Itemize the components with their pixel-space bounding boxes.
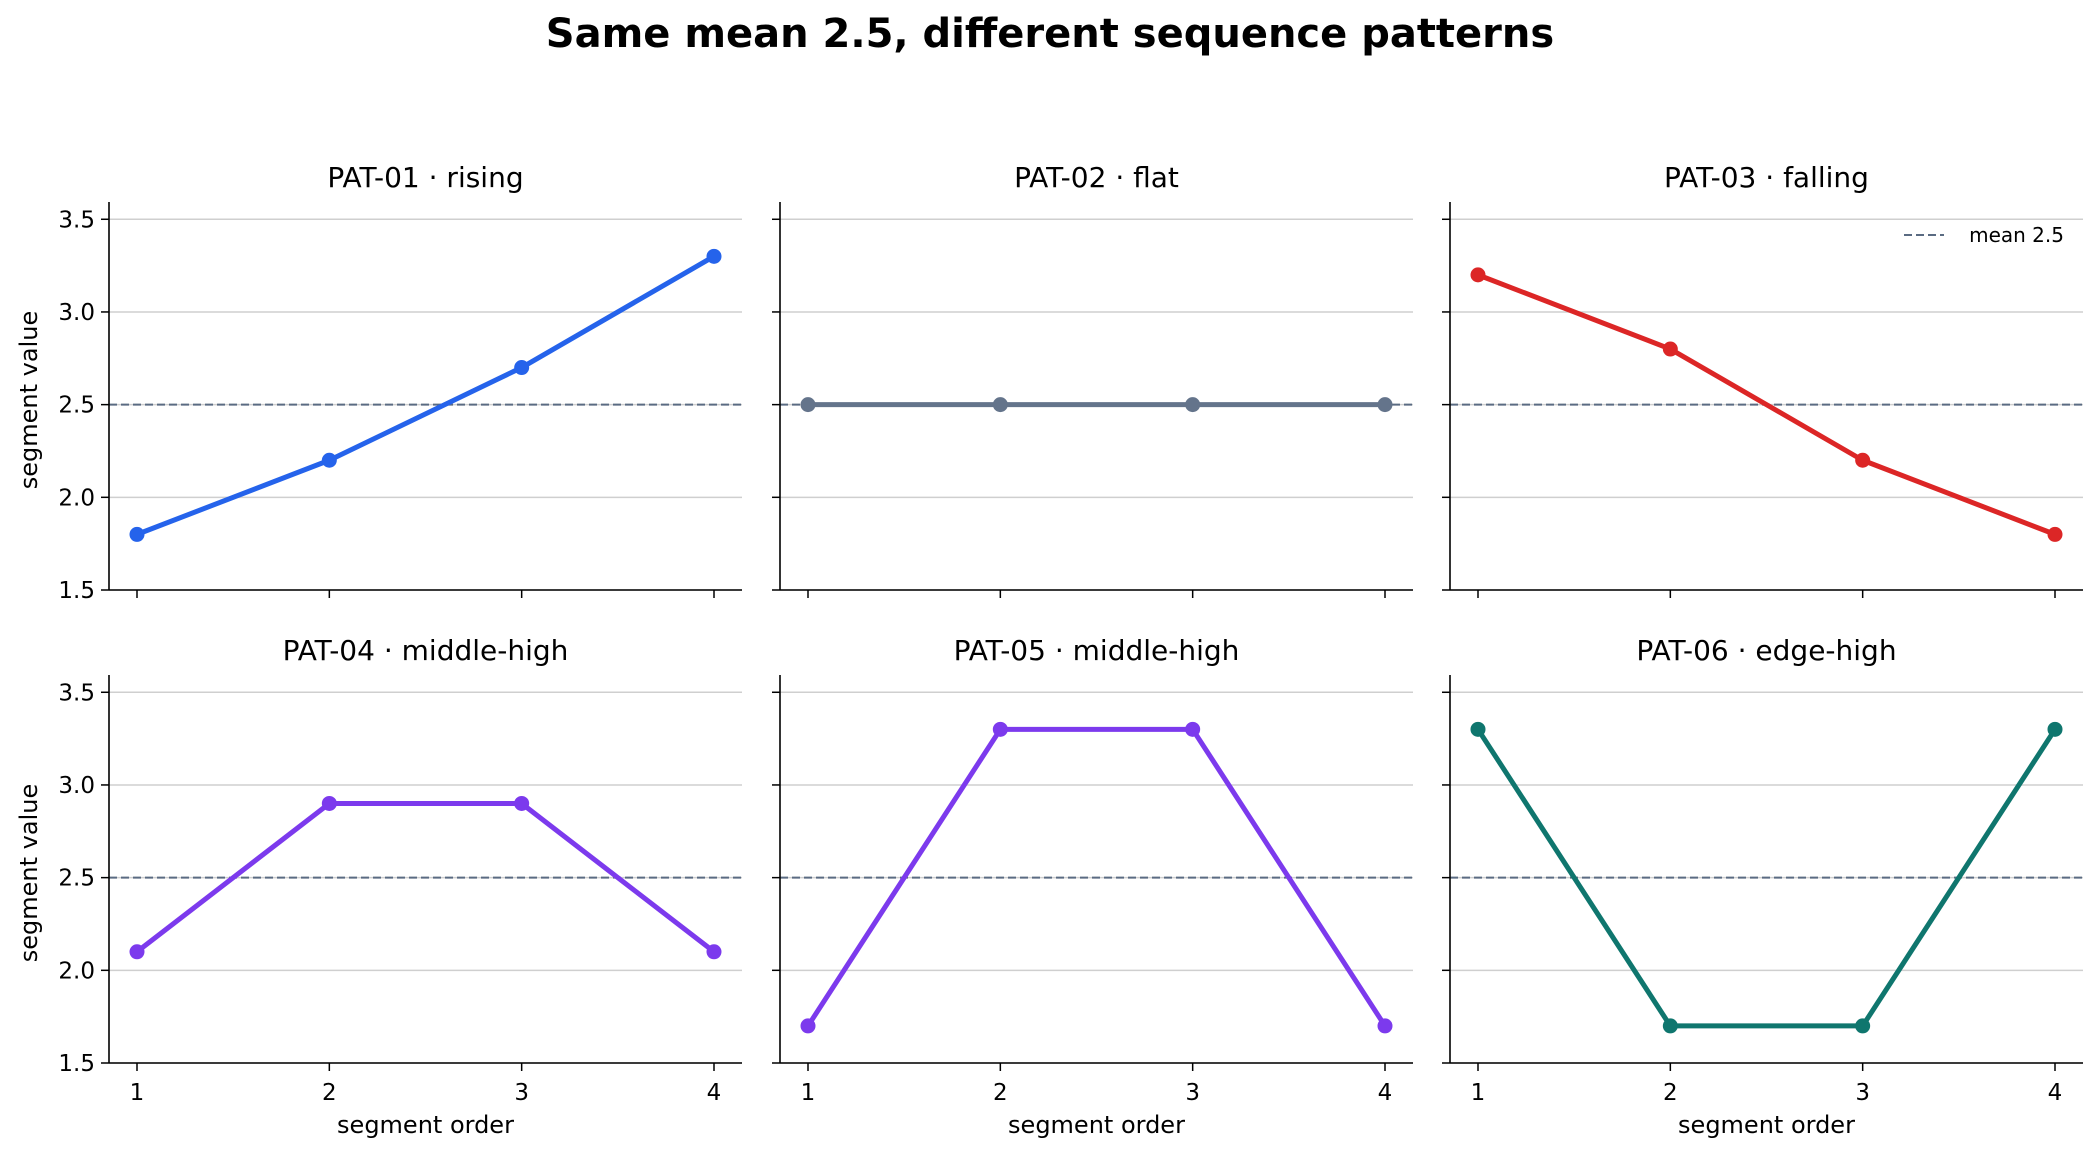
x-tick-label: 2: [322, 1080, 337, 1106]
x-tick-label: 4: [707, 1080, 722, 1106]
data-point: [321, 795, 337, 811]
series-line: [1475, 727, 2058, 1029]
x-axis-label: segment order: [1678, 1111, 1855, 1139]
panel-title: PAT-01 · rising: [327, 161, 523, 194]
panel-title: PAT-03 · falling: [1664, 161, 1869, 194]
data-point: [706, 944, 722, 960]
panel-title: PAT-02 · flat: [1014, 161, 1179, 194]
series-line: [805, 726, 1388, 1028]
panel: PAT-04 · middle-high 1.5 2.0 2.5 3.0 3.5 1 2 3 4 s…: [15, 634, 742, 1139]
x-axis-label: segment order: [337, 1111, 514, 1139]
panel-title: PAT-05 · middle-high: [954, 634, 1240, 667]
legend-label: mean 2.5: [1969, 223, 2064, 247]
y-tick-label: 2.5: [58, 866, 95, 892]
data-point: [1377, 397, 1393, 413]
x-tick-label: 1: [1471, 1080, 1486, 1106]
x-axis-label: segment order: [1008, 1111, 1185, 1139]
panel: PAT-02 · flat: [772, 161, 1413, 598]
data-point: [514, 795, 530, 811]
series-line: [136, 254, 716, 537]
chart-title: Same mean 2.5, different sequence patter…: [546, 11, 1554, 57]
data-point: [1185, 397, 1201, 413]
y-tick-label: 2.0: [58, 485, 95, 511]
x-tick-label: 3: [514, 1080, 529, 1106]
x-tick-label: 1: [130, 1080, 145, 1106]
y-axis-label: segment value: [15, 311, 43, 489]
data-point: [321, 452, 337, 468]
y-tick-label: 3.5: [58, 207, 95, 233]
data-point: [1470, 267, 1486, 283]
data-point: [1855, 452, 1871, 468]
data-point: [1855, 1018, 1871, 1034]
data-point: [1662, 341, 1678, 357]
x-tick-label: 4: [2048, 1080, 2063, 1106]
data-point: [800, 397, 816, 413]
panel: PAT-01 · rising 1.5 2.0 2.5 3.0 3.5 segment va…: [15, 161, 742, 604]
data-point: [1662, 1018, 1678, 1034]
x-tick-label: 4: [1378, 1080, 1393, 1106]
y-tick-label: 3.0: [58, 300, 95, 326]
x-tick-label: 3: [1185, 1080, 1200, 1106]
panel-title: PAT-04 · middle-high: [283, 634, 569, 667]
data-point: [514, 360, 530, 376]
panel: PAT-06 · edge-high 1 2 3 4 segment order: [1442, 634, 2083, 1139]
y-axis-label: segment value: [15, 784, 43, 962]
data-point: [992, 721, 1008, 737]
y-tick-label: 2.5: [58, 393, 95, 419]
data-point: [1470, 721, 1486, 737]
y-tick-label: 1.5: [58, 1051, 95, 1077]
data-point: [992, 397, 1008, 413]
y-tick-label: 1.5: [58, 578, 95, 604]
data-point: [129, 944, 145, 960]
data-point: [2047, 526, 2063, 542]
data-point: [1377, 1018, 1393, 1034]
data-point: [800, 1018, 816, 1034]
data-point: [1185, 721, 1201, 737]
data-point: [129, 526, 145, 542]
y-tick-label: 3.5: [58, 680, 95, 706]
y-tick-label: 3.0: [58, 773, 95, 799]
series-line: [1477, 272, 2056, 537]
panel: PAT-03 · falling mean 2.5: [1442, 161, 2083, 598]
panel: PAT-05 · middle-high 1 2 3 4 segment order: [772, 634, 1413, 1139]
x-tick-label: 2: [993, 1080, 1008, 1106]
data-point: [706, 248, 722, 264]
y-tick-label: 2.0: [58, 958, 95, 984]
x-tick-label: 3: [1855, 1080, 1870, 1106]
x-tick-label: 2: [1663, 1080, 1678, 1106]
panel-title: PAT-06 · edge-high: [1636, 634, 1896, 667]
data-point: [2047, 721, 2063, 737]
x-tick-label: 1: [801, 1080, 816, 1106]
series-line: [135, 800, 716, 954]
